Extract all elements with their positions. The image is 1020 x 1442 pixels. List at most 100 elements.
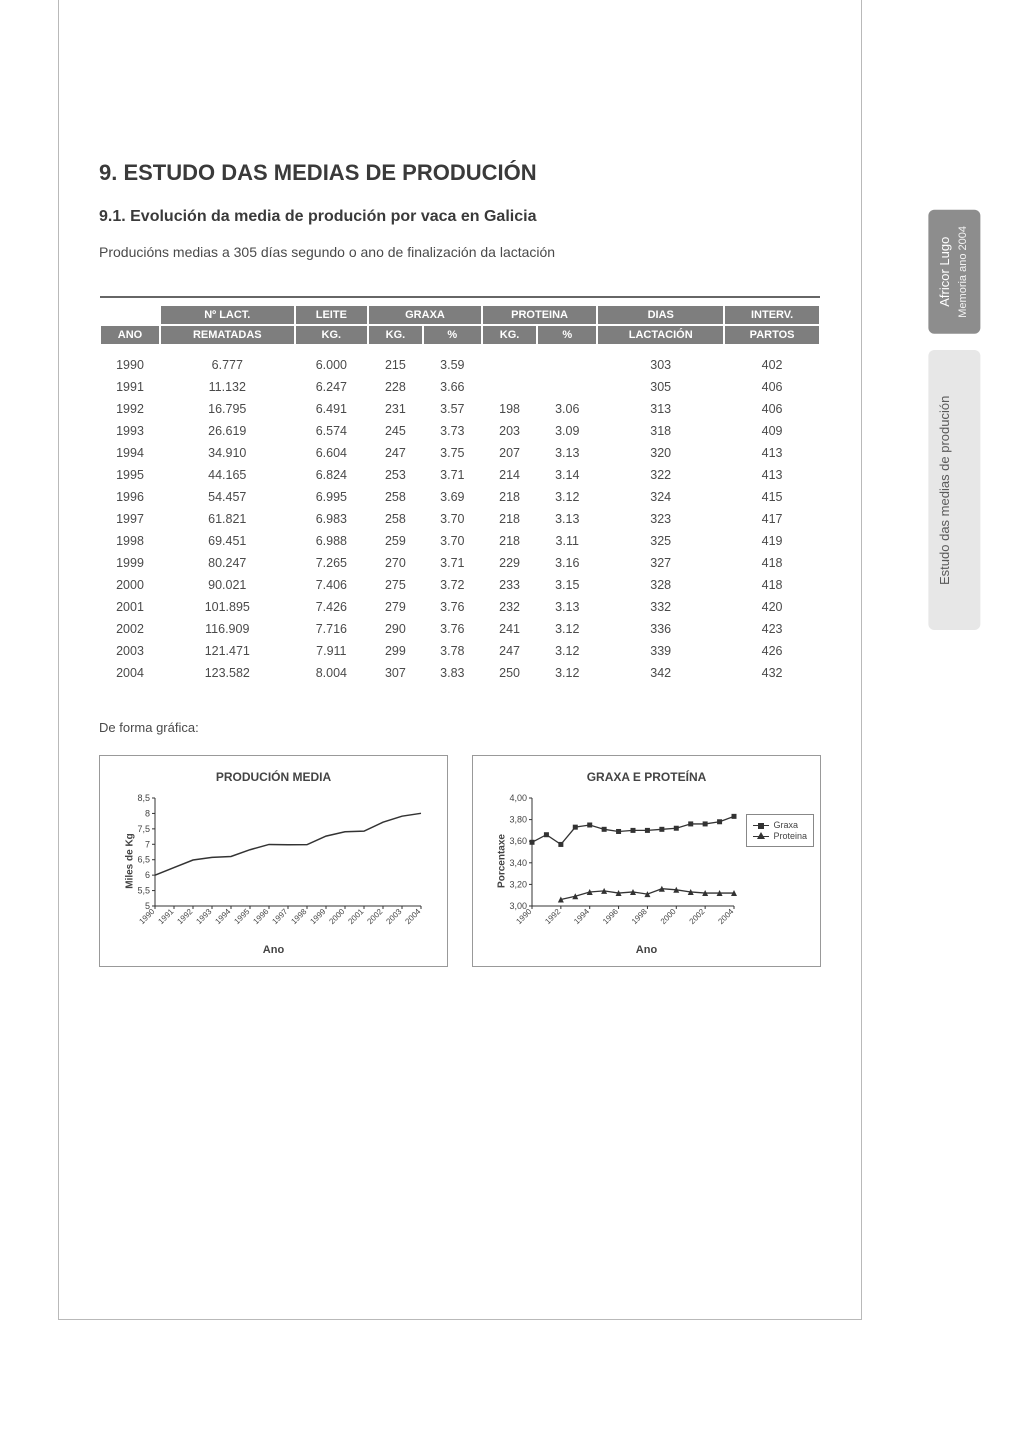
cell-gpct: 3.72 <box>423 574 482 596</box>
cell-gpct: 3.76 <box>423 596 482 618</box>
side-tab2-line1: Estudo das medias de produción <box>937 395 952 584</box>
cell-gpct: 3.59 <box>423 354 482 376</box>
cell-interv: 418 <box>724 574 820 596</box>
cell-ano: 1995 <box>100 464 160 486</box>
svg-text:1992: 1992 <box>175 907 194 926</box>
chart-graxa-proteina: GRAXA E PROTEÍNA Porcentaxe Graxa Protei… <box>472 755 821 967</box>
cell-leite: 6.995 <box>295 486 369 508</box>
cell-dias: 336 <box>597 618 724 640</box>
cell-lact: 90.021 <box>160 574 295 596</box>
cell-ano: 1994 <box>100 442 160 464</box>
production-table-wrapper: Nº LACT. LEITE GRAXA PROTEINA DIAS INTER… <box>99 296 821 684</box>
cell-lact: 34.910 <box>160 442 295 464</box>
cell-gkg: 228 <box>368 376 423 398</box>
page-subtitle: 9.1. Evolución da media de produción por… <box>99 208 821 226</box>
th-graxa-pct: % <box>423 325 482 345</box>
svg-text:1997: 1997 <box>270 907 289 926</box>
cell-leite: 7.716 <box>295 618 369 640</box>
cell-leite: 6.988 <box>295 530 369 552</box>
svg-text:1999: 1999 <box>308 907 327 926</box>
chart2-legend: Graxa Proteina <box>746 814 814 847</box>
chart2-ylabel: Porcentaxe <box>496 834 507 888</box>
cell-ano: 1991 <box>100 376 160 398</box>
cell-ano: 1993 <box>100 420 160 442</box>
svg-text:4,00: 4,00 <box>509 793 527 803</box>
cell-gpct: 3.69 <box>423 486 482 508</box>
svg-text:6,5: 6,5 <box>137 855 150 865</box>
page-frame: 9. ESTUDO DAS MEDIAS DE PRODUCIÓN 9.1. E… <box>58 0 862 1320</box>
cell-pkg: 198 <box>482 398 537 420</box>
cell-gkg: 258 <box>368 508 423 530</box>
cell-gkg: 299 <box>368 640 423 662</box>
cell-interv: 426 <box>724 640 820 662</box>
cell-gkg: 258 <box>368 486 423 508</box>
chart2-title: GRAXA E PROTEÍNA <box>483 770 810 784</box>
cell-ano: 2000 <box>100 574 160 596</box>
cell-leite: 6.983 <box>295 508 369 530</box>
cell-dias: 323 <box>597 508 724 530</box>
cell-ano: 2004 <box>100 662 160 684</box>
th-leite-sub: KG. <box>295 325 369 345</box>
cell-gkg: 253 <box>368 464 423 486</box>
cell-pkg: 218 <box>482 508 537 530</box>
cell-leite: 8.004 <box>295 662 369 684</box>
cell-dias: 342 <box>597 662 724 684</box>
cell-lact: 44.165 <box>160 464 295 486</box>
side-tab-africor: Africor Lugo Memoria ano 2004 <box>928 210 980 334</box>
cell-pkg: 232 <box>482 596 537 618</box>
cell-interv: 420 <box>724 596 820 618</box>
svg-text:1990: 1990 <box>137 907 156 926</box>
cell-gkg: 275 <box>368 574 423 596</box>
cell-ppct: 3.13 <box>537 596 597 618</box>
th-lact-sub: REMATADAS <box>160 325 295 345</box>
cell-ano: 1992 <box>100 398 160 420</box>
cell-interv: 423 <box>724 618 820 640</box>
table-row: 199869.4516.9882593.702183.11325419 <box>100 530 820 552</box>
cell-gpct: 3.83 <box>423 662 482 684</box>
cell-dias: 327 <box>597 552 724 574</box>
cell-lact: 54.457 <box>160 486 295 508</box>
cell-lact: 101.895 <box>160 596 295 618</box>
svg-text:3,60: 3,60 <box>509 836 527 846</box>
cell-lact: 11.132 <box>160 376 295 398</box>
cell-lact: 61.821 <box>160 508 295 530</box>
cell-leite: 6.574 <box>295 420 369 442</box>
table-row: 199434.9106.6042473.752073.13320413 <box>100 442 820 464</box>
cell-gkg: 247 <box>368 442 423 464</box>
svg-text:1994: 1994 <box>572 907 591 926</box>
svg-text:2002: 2002 <box>365 907 384 926</box>
svg-text:2000: 2000 <box>658 907 677 926</box>
svg-text:2004: 2004 <box>403 907 422 926</box>
cell-lact: 26.619 <box>160 420 295 442</box>
table-row: 199111.1326.2472283.66305406 <box>100 376 820 398</box>
table-row: 199980.2477.2652703.712293.16327418 <box>100 552 820 574</box>
cell-dias: 339 <box>597 640 724 662</box>
cell-pkg: 218 <box>482 486 537 508</box>
legend-graxa: Graxa <box>773 820 798 830</box>
side-tab-section: Estudo das medias de produción <box>928 350 980 630</box>
svg-text:3,40: 3,40 <box>509 858 527 868</box>
intro-text: Producións medias a 305 días segundo o a… <box>99 244 821 260</box>
cell-dias: 324 <box>597 486 724 508</box>
cell-interv: 417 <box>724 508 820 530</box>
th-lact-top: Nº LACT. <box>160 305 295 325</box>
cell-lact: 69.451 <box>160 530 295 552</box>
legend-graxa-icon <box>753 825 769 826</box>
cell-gpct: 3.71 <box>423 552 482 574</box>
cell-lact: 16.795 <box>160 398 295 420</box>
svg-text:6: 6 <box>144 870 149 880</box>
cell-gpct: 3.66 <box>423 376 482 398</box>
table-row: 199326.6196.5742453.732033.09318409 <box>100 420 820 442</box>
cell-ppct: 3.12 <box>537 640 597 662</box>
cell-leite: 7.911 <box>295 640 369 662</box>
cell-gpct: 3.57 <box>423 398 482 420</box>
cell-ppct: 3.06 <box>537 398 597 420</box>
cell-ano: 2003 <box>100 640 160 662</box>
table-row: 199761.8216.9832583.702183.13323417 <box>100 508 820 530</box>
cell-pkg <box>482 376 537 398</box>
chart-produccion-media: PRODUCIÓN MEDIA Miles de Kg 55,566,577,5… <box>99 755 448 967</box>
cell-leite: 7.406 <box>295 574 369 596</box>
svg-text:2000: 2000 <box>327 907 346 926</box>
svg-text:8: 8 <box>144 808 149 818</box>
svg-text:1998: 1998 <box>629 907 648 926</box>
